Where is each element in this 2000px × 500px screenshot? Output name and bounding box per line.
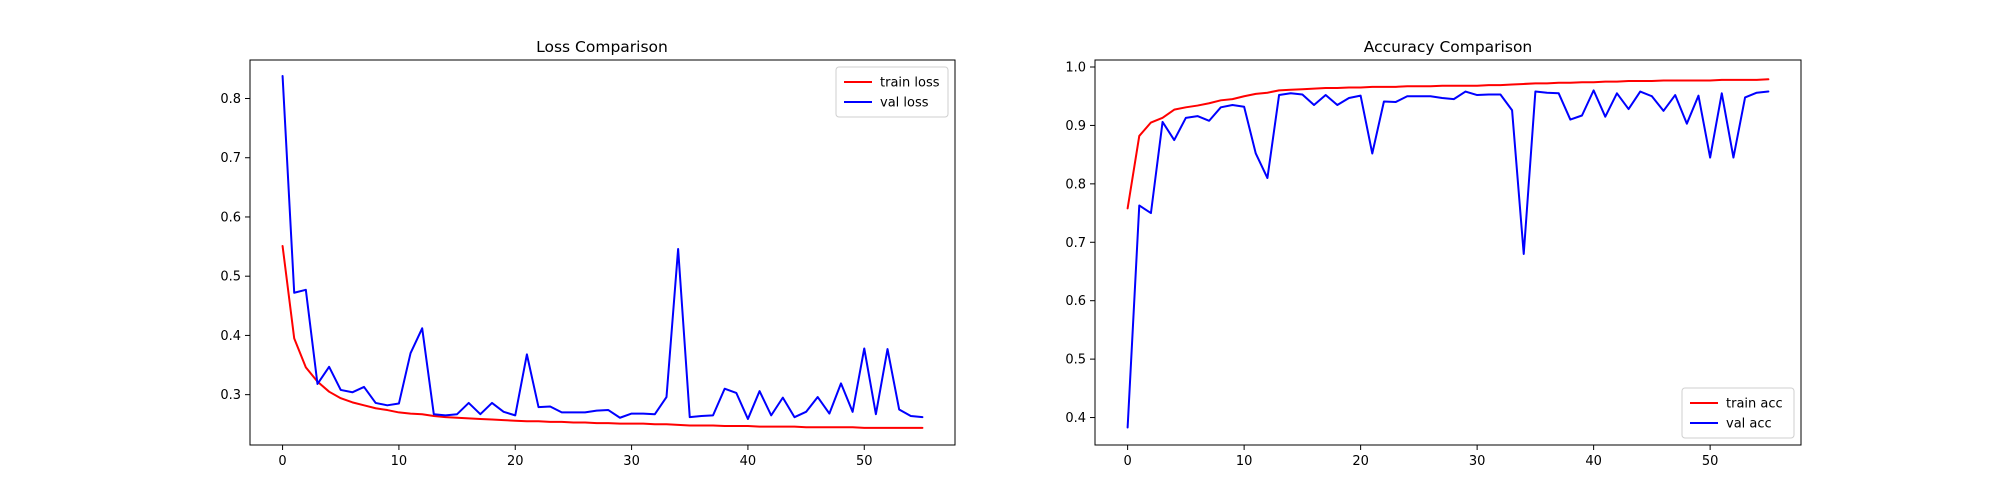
loss-chart-legend-box: [835, 66, 949, 118]
accuracy-chart-legend-label: val acc: [1726, 417, 1772, 432]
loss-chart-y-tick-label: 0.5: [220, 270, 241, 285]
accuracy-chart-x-tick-label: 10: [1236, 454, 1253, 469]
loss-chart-series: [281, 74, 924, 429]
loss-chart-y-tick-label: 0.8: [220, 92, 241, 107]
loss-chart-x-tick-label: 40: [740, 454, 757, 469]
accuracy-chart-legend: train acc val acc: [1681, 387, 1795, 439]
loss-chart-x-tick-label: 0: [278, 454, 286, 469]
loss-chart-title: Loss Comparison: [536, 38, 668, 56]
accuracy-chart-panel: Accuracy Comparison 0 10 20 30 40 50 0.40.50.…: [1065, 38, 1802, 469]
loss-chart-y-tick-label: 0.7: [220, 151, 241, 166]
accuracy-chart-series-line-train-acc: [1126, 78, 1770, 210]
loss-chart-plot-frame: [249, 59, 956, 446]
accuracy-chart-y-tick-label: 0.9: [1065, 119, 1086, 134]
loss-chart-x-tick-label: 50: [856, 454, 873, 469]
loss-chart-legend: train loss val loss: [835, 66, 949, 118]
loss-chart-x-tick-label: 10: [391, 454, 408, 469]
loss-chart-x-tick-label: 30: [623, 454, 640, 469]
accuracy-chart-series: [1126, 78, 1770, 429]
accuracy-chart-y-tick-label: 0.7: [1065, 236, 1086, 251]
loss-chart-series-line-val-loss: [281, 74, 924, 420]
loss-chart-y-tick-label: 0.6: [220, 210, 241, 225]
loss-chart-series-line-train-loss: [281, 244, 924, 429]
accuracy-chart-x-axis: 0 10 20 30 40 50: [1123, 445, 1718, 469]
accuracy-chart-y-tick-label: 0.4: [1065, 411, 1086, 426]
accuracy-chart-x-tick-label: 0: [1123, 454, 1131, 469]
accuracy-chart-legend-label: train acc: [1726, 397, 1783, 412]
loss-chart-legend-label: train loss: [880, 76, 940, 91]
accuracy-chart-x-tick-label: 40: [1585, 454, 1602, 469]
loss-chart-x-axis: 0 10 20 30 40 50: [278, 445, 873, 469]
accuracy-chart-y-tick-label: 0.5: [1065, 353, 1086, 368]
accuracy-chart-title: Accuracy Comparison: [1364, 38, 1533, 56]
accuracy-chart-y-tick-label: 0.6: [1065, 294, 1086, 309]
loss-chart-legend-label: val loss: [880, 96, 929, 111]
accuracy-chart-series-line-val-acc: [1126, 89, 1770, 429]
loss-chart-y-tick-label: 0.3: [220, 388, 241, 403]
loss-chart-y-tick-label: 0.4: [220, 329, 241, 344]
accuracy-chart-x-tick-label: 30: [1469, 454, 1486, 469]
loss-chart-x-tick-label: 20: [507, 454, 524, 469]
loss-chart-panel: Loss Comparison 0 10 20 30 40 50 0.3 0.4 0.5 0.6…: [220, 38, 956, 469]
accuracy-chart-y-tick-label: 0.8: [1065, 177, 1086, 192]
accuracy-chart-plot-frame: [1094, 59, 1802, 446]
accuracy-chart-legend-box: [1681, 387, 1795, 439]
accuracy-chart-x-tick-label: 50: [1702, 454, 1719, 469]
accuracy-chart-x-tick-label: 20: [1352, 454, 1369, 469]
loss-chart-y-axis: 0.3 0.4 0.5 0.6 0.7 0.8: [220, 92, 250, 403]
accuracy-chart-y-tick-label: 1.0: [1065, 61, 1086, 76]
accuracy-chart-y-axis: 0.4 0.5 0.6 0.7 0.8 0.9 1.0: [1065, 61, 1095, 426]
